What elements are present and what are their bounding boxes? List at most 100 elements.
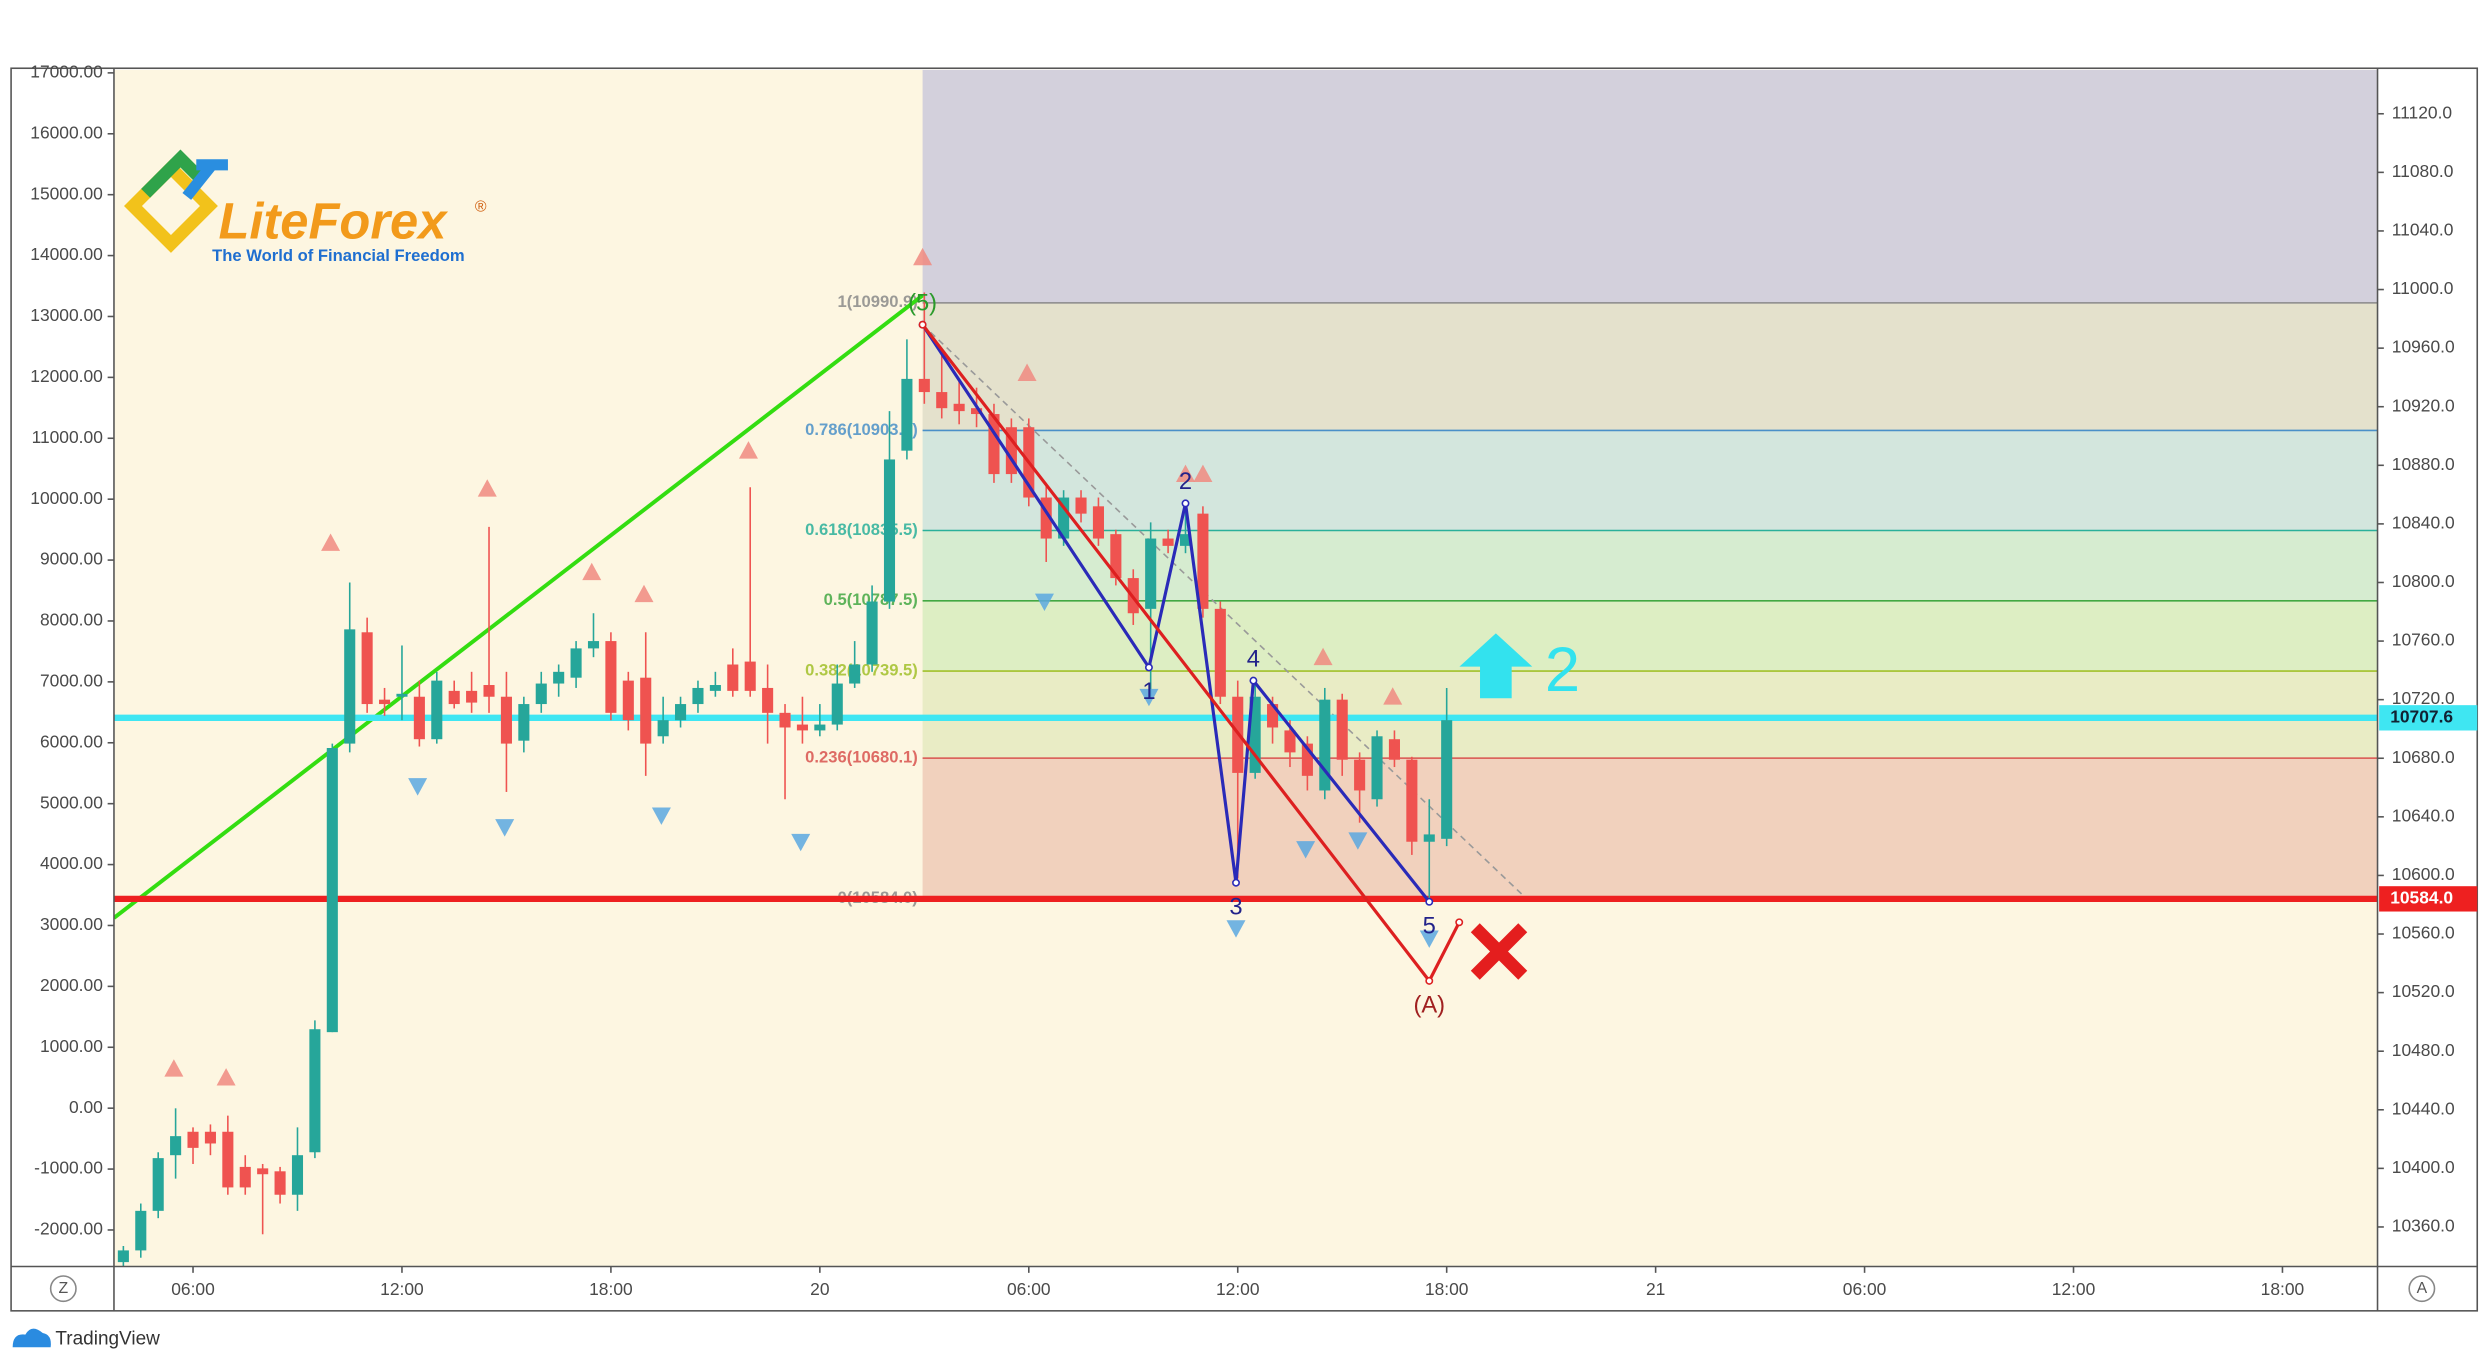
candle-body (1388, 739, 1400, 760)
price-label-bg (2379, 705, 2478, 731)
logo-tagline: The World of Financial Freedom (212, 246, 465, 265)
y-tick-label: 7000.00 (40, 670, 103, 690)
candle-body (1197, 513, 1209, 609)
candle-body (883, 459, 896, 602)
tradingview-icon (12, 1328, 51, 1348)
wave-label: (5) (908, 290, 937, 316)
wave-point (1232, 878, 1240, 887)
candle-body (1214, 608, 1226, 697)
fib-zone (922, 430, 2378, 531)
candle-body (1423, 834, 1435, 842)
candle-body (1319, 699, 1331, 791)
candle-body (1354, 759, 1366, 791)
candle-body (413, 696, 425, 740)
y-tick-label: 2000.00 (40, 975, 103, 995)
candle-body (657, 720, 669, 737)
fib-level-label: 0.236(10680.1) (805, 747, 918, 766)
y-tick-label: 5000.00 (40, 792, 103, 812)
fractal-down (408, 778, 428, 796)
fractal-up (634, 584, 654, 603)
wave-point (1425, 897, 1434, 906)
y-tick-label: -2000.00 (34, 1219, 103, 1239)
fractal-up (582, 562, 602, 581)
fractal-down (495, 819, 515, 837)
y-tick-label: -1000.00 (34, 1158, 103, 1178)
candle-body (466, 690, 478, 703)
candle-body (936, 392, 948, 409)
y-tick-label: 17000.00 (30, 61, 103, 81)
candle-body (344, 629, 356, 744)
y-tick-label: 14000.00 (30, 244, 103, 264)
candle-body (1040, 497, 1052, 539)
y2-tick-label: 10840.0 (2392, 512, 2455, 532)
y2-tick-label: 11120.0 (2392, 102, 2452, 122)
fractal-up (216, 1068, 236, 1086)
button[interactable] (49, 1275, 77, 1303)
candle-body (779, 712, 791, 728)
fib-zone (922, 302, 2378, 431)
y2-tick-label: 10800.0 (2392, 571, 2455, 591)
candle-body (831, 683, 843, 725)
fractal-up (1017, 363, 1037, 381)
y2-tick-label: 10760.0 (2392, 630, 2455, 650)
y2-tick-label: 10400.0 (2392, 1157, 2455, 1177)
frame (10, 67, 2479, 1312)
fib-zone (922, 671, 2378, 759)
signal-label: 2 (1545, 635, 1580, 705)
candle-body (222, 1131, 234, 1188)
candle-body (1005, 427, 1017, 475)
wave-point (1455, 918, 1464, 927)
price-label: 10584.0 (2390, 887, 2453, 907)
fractal-up (164, 1059, 184, 1077)
logo-check (141, 149, 204, 198)
fractal-down (1419, 930, 1439, 948)
y-tick-label: 12000.00 (30, 366, 103, 386)
candle-body (1441, 720, 1453, 839)
candle-body (1267, 704, 1279, 728)
wave-line (921, 323, 1431, 903)
button-label[interactable]: A (2417, 1280, 2428, 1297)
candle-body (849, 664, 861, 684)
button-label[interactable]: Z (58, 1280, 68, 1297)
candle-body (640, 677, 652, 744)
fractal-up (738, 441, 758, 459)
logo-accent (182, 159, 228, 200)
wave-label: 3 (1229, 894, 1242, 920)
candle-body (866, 601, 878, 665)
x-tick-label: 20 (810, 1279, 829, 1299)
candle-body (570, 648, 582, 678)
candle-body (814, 724, 826, 731)
candle-body (483, 685, 495, 697)
button[interactable] (2408, 1275, 2436, 1303)
candle-body (901, 378, 913, 451)
candle-body (535, 683, 547, 705)
up-arrow-icon (1459, 633, 1533, 699)
logo-name: LiteForex (218, 192, 448, 249)
candle-body (1371, 736, 1383, 800)
fractal-up (913, 247, 933, 266)
y-tick-label: 4000.00 (40, 853, 103, 873)
x-tick-label: 12:00 (380, 1279, 424, 1299)
candle-body (257, 1168, 269, 1175)
candle-body (518, 704, 530, 741)
fib-zone (922, 758, 2378, 899)
fractal-down (791, 833, 811, 852)
fractal-up (1193, 464, 1213, 483)
candle-body (291, 1155, 304, 1195)
cross-icon (1470, 923, 1528, 980)
wave-point (918, 320, 927, 329)
wave-point (1425, 976, 1434, 985)
candle-body (971, 408, 983, 415)
wave-point (1181, 499, 1190, 508)
candle-body (309, 1029, 321, 1153)
fib-level-label: 0.382(10739.5) (805, 660, 918, 679)
price-label: 10707.6 (2390, 706, 2453, 726)
candle-body (170, 1136, 182, 1156)
x-tick-label: 06:00 (1007, 1279, 1051, 1299)
candle-body (587, 641, 600, 649)
candle-body (1284, 730, 1296, 753)
candle-body (1301, 743, 1313, 776)
candle-body (187, 1131, 199, 1148)
